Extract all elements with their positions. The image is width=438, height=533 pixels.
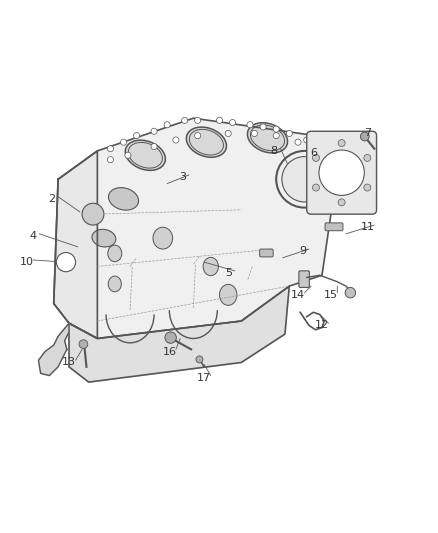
Circle shape	[216, 117, 222, 124]
Circle shape	[229, 119, 235, 126]
Circle shape	[82, 203, 104, 225]
Polygon shape	[53, 118, 358, 338]
Circle shape	[164, 122, 170, 128]
Ellipse shape	[203, 257, 218, 276]
Ellipse shape	[125, 140, 165, 171]
Text: 2: 2	[48, 194, 55, 204]
Circle shape	[194, 133, 200, 139]
Circle shape	[107, 146, 113, 152]
Circle shape	[337, 199, 344, 206]
Polygon shape	[39, 323, 69, 376]
Text: 5: 5	[224, 268, 231, 278]
Ellipse shape	[219, 285, 237, 305]
Polygon shape	[69, 286, 289, 382]
FancyBboxPatch shape	[259, 249, 272, 257]
Circle shape	[165, 332, 176, 343]
Text: 9: 9	[298, 246, 305, 256]
Circle shape	[56, 253, 75, 272]
Circle shape	[286, 131, 292, 136]
Text: 4: 4	[29, 231, 36, 241]
Circle shape	[173, 137, 179, 143]
Text: 7: 7	[364, 128, 371, 139]
Text: 13: 13	[62, 358, 76, 367]
Text: 12: 12	[314, 320, 328, 330]
Circle shape	[312, 155, 319, 161]
Circle shape	[107, 157, 113, 163]
Circle shape	[363, 155, 370, 161]
Circle shape	[225, 131, 231, 136]
Circle shape	[312, 184, 319, 191]
Circle shape	[151, 143, 157, 150]
Polygon shape	[53, 151, 97, 338]
FancyBboxPatch shape	[324, 223, 342, 231]
Circle shape	[281, 157, 326, 202]
Circle shape	[194, 117, 200, 124]
Circle shape	[133, 133, 139, 139]
Ellipse shape	[108, 188, 138, 210]
Circle shape	[360, 132, 368, 141]
Circle shape	[272, 133, 279, 139]
Circle shape	[272, 126, 279, 132]
Circle shape	[181, 117, 187, 124]
Circle shape	[247, 122, 253, 128]
Ellipse shape	[186, 127, 226, 157]
Text: 3: 3	[179, 172, 186, 182]
Text: 17: 17	[197, 373, 211, 383]
Ellipse shape	[152, 227, 172, 249]
Ellipse shape	[108, 245, 121, 262]
Circle shape	[303, 137, 309, 143]
Circle shape	[120, 139, 126, 145]
Text: 11: 11	[360, 222, 374, 232]
Circle shape	[124, 152, 131, 158]
Circle shape	[337, 140, 344, 147]
Text: 6: 6	[309, 148, 316, 158]
Circle shape	[79, 340, 88, 349]
Ellipse shape	[108, 276, 121, 292]
FancyBboxPatch shape	[298, 271, 309, 287]
Text: 8: 8	[270, 146, 277, 156]
Text: 14: 14	[290, 290, 304, 300]
Circle shape	[251, 131, 257, 136]
Text: 10: 10	[20, 257, 34, 267]
Ellipse shape	[247, 123, 287, 153]
Ellipse shape	[92, 229, 116, 247]
Text: 15: 15	[323, 290, 337, 300]
Circle shape	[259, 124, 265, 130]
Circle shape	[195, 356, 202, 363]
Circle shape	[151, 128, 157, 134]
Circle shape	[344, 287, 355, 298]
Text: 16: 16	[162, 346, 176, 357]
Circle shape	[318, 150, 364, 196]
Circle shape	[363, 184, 370, 191]
FancyBboxPatch shape	[306, 131, 376, 214]
Circle shape	[294, 139, 300, 145]
